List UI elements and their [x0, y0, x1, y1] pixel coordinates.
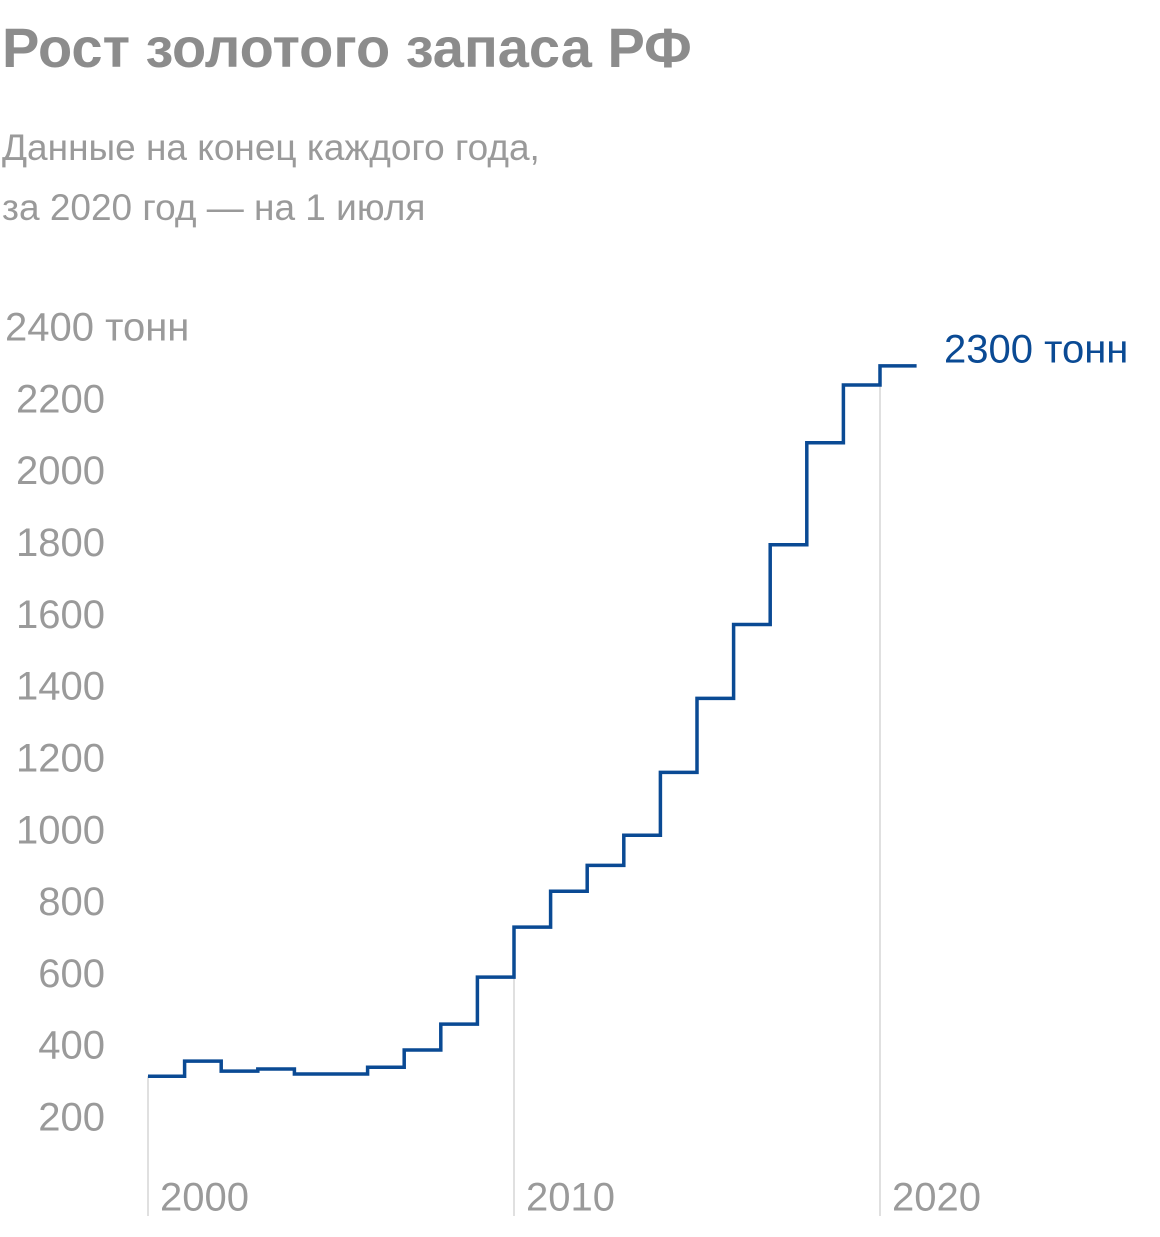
y-tick-label: 1800: [16, 521, 105, 565]
y-tick-label: 200: [38, 1096, 105, 1140]
x-tick-label: 2000: [160, 1176, 249, 1220]
step-line: [148, 364, 917, 1078]
y-tick-label: 1000: [16, 808, 105, 852]
x-tick-label: 2020: [892, 1176, 981, 1220]
y-tick-label: 1400: [16, 665, 105, 709]
chart-title: Рост золотого запаса РФ: [2, 16, 692, 79]
x-tick-label: 2010: [526, 1176, 615, 1220]
y-tick-label: 1600: [16, 593, 105, 637]
y-tick-label: 400: [38, 1024, 105, 1068]
y-tick-label: 2200: [16, 377, 105, 421]
y-tick-label: 2000: [16, 449, 105, 493]
y-tick-label: 2400 тонн: [5, 306, 189, 350]
y-tick-label: 800: [38, 880, 105, 924]
y-tick-label: 600: [38, 952, 105, 996]
annotation: 2300 тонн: [944, 327, 1128, 371]
chart-subtitle: Данные на конец каждого года,: [2, 127, 540, 168]
y-tick-label: 1200: [16, 736, 105, 780]
chart-subtitle: за 2020 год — на 1 июля: [2, 187, 425, 228]
